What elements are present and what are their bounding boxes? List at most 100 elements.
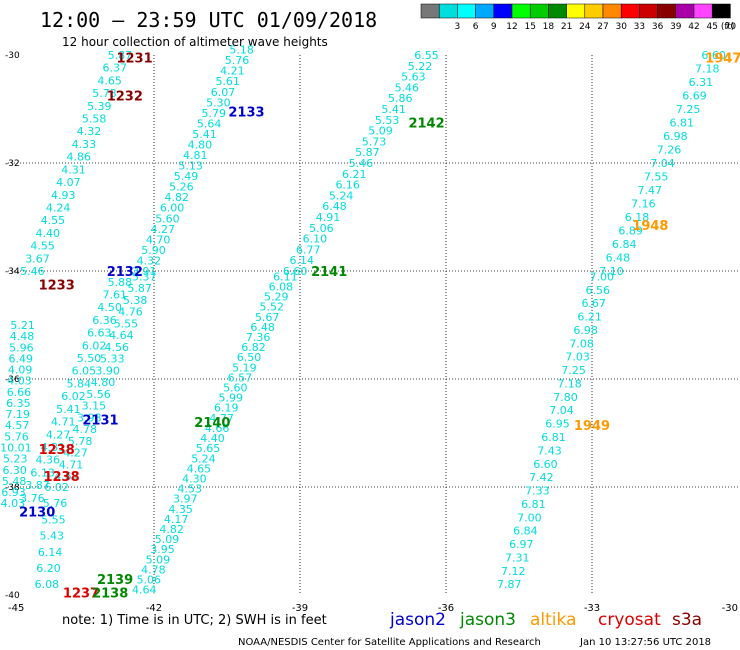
wave-height-value: 6.93 bbox=[1, 486, 26, 499]
wave-height-value: 6.84 bbox=[513, 525, 538, 538]
wave-height-value: 6.18 bbox=[625, 211, 650, 224]
wave-height-value: 5.63 bbox=[401, 71, 426, 84]
wave-height-value: 4.76 bbox=[118, 306, 143, 319]
wave-height-value: 6.07 bbox=[211, 86, 236, 99]
wave-height-value: 6.02 bbox=[44, 481, 69, 494]
wave-height-value: 4.35 bbox=[168, 503, 193, 516]
wave-height-value: 5.73 bbox=[92, 87, 117, 100]
pass-id-label: 2130 bbox=[19, 505, 55, 520]
wave-height-value: 5.26 bbox=[169, 181, 194, 194]
legend-swatch bbox=[711, 3, 731, 19]
wave-height-value: 6.69 bbox=[682, 90, 707, 103]
wave-height-value: 7.26 bbox=[657, 144, 682, 157]
wave-height-value: 4.40 bbox=[36, 227, 61, 240]
wave-height-value: 5.65 bbox=[196, 442, 221, 455]
pass-id-labels: 1231 1232 2133 2142 1947 1948 2132 2141 1233 2131… bbox=[19, 52, 740, 602]
wave-height-value: 5.41 bbox=[56, 403, 81, 416]
wave-height-value: 6.08 bbox=[35, 578, 60, 591]
wave-height-value: 4.27 bbox=[151, 223, 176, 236]
wave-height-value: 5.60 bbox=[223, 382, 248, 395]
legend-label: 12 bbox=[506, 22, 517, 32]
wave-height-value: 4.93 bbox=[51, 189, 76, 202]
wave-height-value: 3.97 bbox=[173, 493, 198, 506]
wave-height-value: 6.02 bbox=[82, 339, 107, 352]
wave-height-value: 5.46 bbox=[349, 157, 374, 170]
wave-height-value: 4.65 bbox=[97, 74, 122, 87]
wave-height-value: 5.09 bbox=[368, 125, 393, 138]
footer-note: note: 1) Time is in UTC; 2) SWH is in fe… bbox=[62, 613, 327, 628]
satellite-name-altika: altika bbox=[530, 610, 577, 630]
wave-height-value: 6.89 bbox=[618, 225, 643, 238]
wave-height-value: 4.67 bbox=[54, 470, 79, 483]
wave-height-value: 6.95 bbox=[545, 418, 570, 431]
wave-height-value: 6.00 bbox=[160, 202, 185, 215]
wave-height-value: 5.58 bbox=[82, 113, 107, 126]
wave-height-value: 4.70 bbox=[146, 233, 171, 246]
wave-height-value: 6.60 bbox=[283, 265, 308, 278]
wave-height-value: 5.41 bbox=[381, 103, 406, 116]
wave-height-value: 6.81 bbox=[669, 117, 694, 130]
wave-height-value: 7.18 bbox=[695, 63, 720, 76]
wave-height-value: 6.60 bbox=[701, 49, 726, 62]
wave-height-value: 6.84 bbox=[612, 238, 637, 251]
wave-height-value: 4.55 bbox=[30, 240, 55, 253]
wave-height-value: 3.95 bbox=[150, 543, 175, 556]
pass-id-label: 2142 bbox=[408, 117, 444, 132]
wave-height-value: 6.63 bbox=[87, 327, 112, 340]
wave-height-value: 7.36 bbox=[246, 331, 271, 344]
satellite-name-cryosat: cryosat bbox=[598, 610, 661, 630]
wave-height-value: 5.29 bbox=[264, 291, 289, 304]
wave-height-value: 6.30 bbox=[2, 464, 27, 477]
wave-height-value: 5.18 bbox=[229, 44, 254, 57]
lat-tick-label: -34 bbox=[5, 267, 20, 277]
pass-id-label: 2138 bbox=[92, 586, 128, 601]
wave-height-value: 4.71 bbox=[59, 458, 84, 471]
legend-swatch bbox=[548, 3, 567, 19]
wave-height-value: 6.98 bbox=[663, 130, 688, 143]
legend-swatch bbox=[475, 3, 495, 19]
wave-height-value: 5.22 bbox=[408, 60, 433, 73]
wave-height-value: 4.81 bbox=[183, 149, 208, 162]
wave-height-value: 5.56 bbox=[86, 388, 111, 401]
pass-id-label: 1237 bbox=[63, 586, 99, 601]
wave-height-value: 6.48 bbox=[606, 252, 631, 265]
wave-height-value: 5.99 bbox=[219, 392, 244, 405]
wave-height-value: 4.82 bbox=[159, 523, 184, 536]
wave-height-value: 7.43 bbox=[537, 444, 562, 457]
wave-height-value: 6.97 bbox=[509, 538, 534, 551]
wave-height-value: 6.37 bbox=[103, 62, 128, 75]
wave-height-value: 7.33 bbox=[525, 485, 550, 498]
legend-swatch bbox=[420, 3, 440, 19]
legend-swatch bbox=[529, 3, 549, 19]
wave-height-value: 6.81 bbox=[521, 498, 546, 511]
lon-tick-label: -30 bbox=[722, 603, 738, 614]
legend-label: 3 bbox=[455, 22, 461, 32]
legend-swatch bbox=[511, 3, 531, 19]
wave-height-value: 6.60 bbox=[533, 458, 558, 471]
wave-height-value: 4.65 bbox=[187, 462, 212, 475]
legend-label: 6 bbox=[473, 22, 479, 32]
wave-height-value: 4.91 bbox=[316, 211, 341, 224]
wave-height-value: 5.46 bbox=[395, 81, 420, 94]
legend-label: 30 bbox=[615, 22, 627, 32]
wave-height-value: 5.38 bbox=[123, 294, 148, 307]
wave-height-value: 4.33 bbox=[72, 138, 97, 151]
wave-height-value: 7.87 bbox=[497, 578, 522, 591]
color-legend: 3 6 9 12 15 18 21 24 27 30 33 36 39 42 45 70(ft) bbox=[420, 3, 736, 32]
wave-height-values: 5.876.374.655.735.395.584.324.334.864.31… bbox=[0, 44, 726, 597]
wave-height-value: 7.47 bbox=[638, 184, 663, 197]
wave-height-value: 7.08 bbox=[569, 337, 594, 350]
legend-label: 27 bbox=[597, 22, 608, 32]
wave-height-value: 6.57 bbox=[228, 371, 253, 384]
wave-height-value: 5.24 bbox=[191, 452, 216, 465]
satellite-name-s3a: s3a bbox=[672, 610, 702, 630]
lon-tick-label: -39 bbox=[292, 603, 308, 614]
wave-height-value: 5.76 bbox=[4, 430, 29, 443]
wave-height-value: 6.10 bbox=[303, 233, 328, 246]
lat-tick-label: -30 bbox=[5, 51, 20, 61]
wave-height-value: 4.09 bbox=[8, 364, 33, 377]
satellite-legend: jason2 jason3 altika cryosat s3a bbox=[389, 610, 702, 630]
wave-height-value: 4.78 bbox=[141, 563, 166, 576]
wave-height-value: 4.78 bbox=[72, 423, 97, 436]
wave-height-value: 5.86 bbox=[388, 92, 413, 105]
